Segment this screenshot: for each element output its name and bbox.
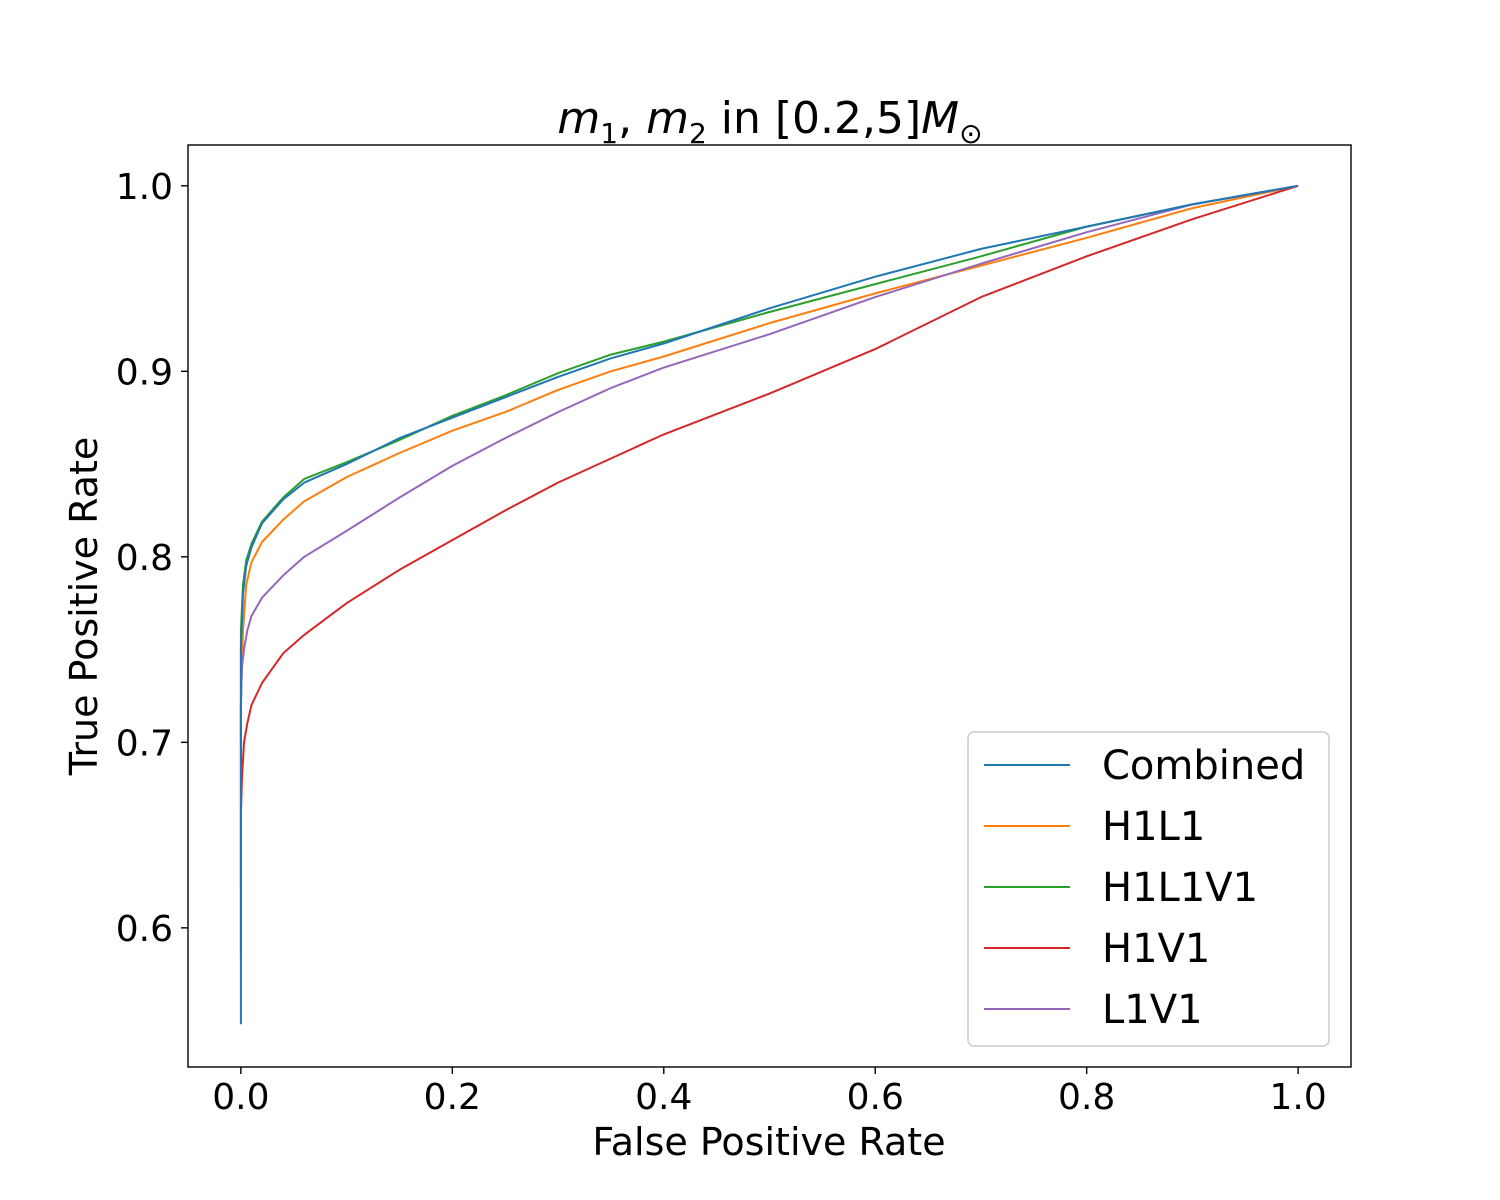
legend-label-h1l1: H1L1: [1102, 804, 1205, 850]
y-tick-label: 0.9: [116, 352, 173, 393]
legend-label-h1v1: H1V1: [1102, 926, 1210, 972]
legend: Combined H1L1 H1L1V1 H1V1 L1V1: [967, 731, 1330, 1047]
chart-title: m1, m2 in [0.2,5]M⊙: [557, 93, 982, 150]
y-tick-label: 1.0: [116, 167, 173, 208]
y-tick-label: 0.8: [116, 538, 173, 579]
legend-label-h1l1v1: H1L1V1: [1102, 865, 1258, 911]
x-tick-label: 0.0: [212, 1077, 269, 1118]
y-tick-label: 0.7: [116, 723, 173, 764]
legend-box: [967, 731, 1330, 1047]
plot-frame: [187, 144, 1352, 1068]
legend-label-l1v1: L1V1: [1102, 987, 1203, 1033]
y-tick-label: 0.6: [116, 909, 173, 950]
y-axis-label: True Positive Rate: [62, 437, 106, 777]
x-tick-label: 0.4: [635, 1077, 692, 1118]
series-line-combined: [239, 184, 1299, 1025]
x-tick-label: 0.8: [1058, 1077, 1115, 1118]
series-line-h1v1: [239, 184, 1299, 956]
series-line-h1l1v1: [239, 184, 1299, 743]
x-tick-label: 0.2: [424, 1077, 481, 1118]
series-lines: [239, 184, 1299, 1025]
x-tick-label: 0.6: [847, 1077, 904, 1118]
x-tick-label: 1.0: [1270, 1077, 1327, 1118]
axis-ticks: 0.0 0.2 0.4 0.6 0.8 1.0 0.6 0.7 0.8 0.9 1.0: [116, 167, 1327, 1118]
legend-label-combined: Combined: [1102, 743, 1305, 789]
x-axis-label: False Positive Rate: [592, 1120, 945, 1164]
series-line-l1v1: [239, 184, 1299, 817]
